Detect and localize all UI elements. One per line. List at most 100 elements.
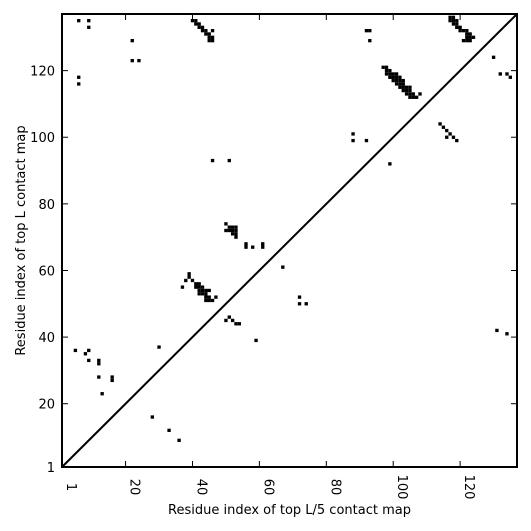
contact-point: [448, 19, 452, 23]
contact-point: [204, 298, 208, 303]
x-tick-label: 100: [394, 475, 409, 500]
contact-point: [401, 88, 405, 93]
contact-point: [234, 232, 238, 236]
contact-point: [364, 28, 369, 33]
contact-point: [388, 75, 392, 79]
contact-point: [204, 292, 208, 296]
contact-point: [408, 85, 412, 89]
contact-point: [97, 362, 101, 366]
y-tick-label: 40: [38, 331, 55, 346]
y-tick-label: 1: [47, 461, 55, 476]
contact-point: [398, 78, 402, 83]
contact-point: [261, 245, 265, 249]
x-tick-label: 40: [193, 479, 208, 496]
contact-point: [83, 352, 88, 356]
contact-point: [451, 15, 456, 19]
contact-point: [204, 295, 208, 299]
diagonal-line: [61, 13, 518, 468]
contact-point: [381, 65, 385, 69]
contact-point: [194, 19, 198, 23]
contact-point: [398, 85, 402, 89]
contact-point: [200, 25, 205, 29]
contact-point: [204, 32, 208, 36]
contact-point: [281, 265, 285, 269]
contact-point: [204, 288, 208, 293]
contact-point: [130, 38, 134, 43]
contact-point: [465, 28, 469, 33]
contact-point: [384, 68, 389, 73]
contact-point: [391, 75, 395, 79]
contact-point: [244, 242, 248, 246]
contact-point: [227, 225, 231, 229]
contact-point: [207, 38, 211, 43]
contact-point: [304, 302, 308, 306]
contact-point: [184, 278, 188, 283]
contact-point: [408, 88, 412, 93]
contact-point: [418, 92, 422, 96]
contact-point: [194, 282, 198, 286]
contact-point: [200, 292, 205, 296]
contact-point: [297, 295, 302, 299]
contact-point: [364, 138, 369, 143]
contact-point: [451, 135, 456, 139]
contact-point: [391, 72, 395, 76]
contact-point: [465, 32, 469, 36]
y-tick-label: 100: [30, 131, 55, 146]
contact-point: [458, 25, 462, 29]
contact-point: [157, 345, 161, 349]
y-tick-label: 80: [38, 198, 55, 213]
contact-point: [404, 88, 409, 93]
contact-point: [394, 72, 399, 76]
contact-point: [197, 22, 201, 26]
contact-point: [207, 295, 211, 299]
contact-point: [177, 438, 181, 443]
x-axis-title: Residue index of top L/5 contact map: [168, 503, 411, 518]
contact-point: [210, 158, 215, 163]
contact-point: [234, 228, 238, 233]
contact-point: [455, 22, 459, 26]
contact-point: [414, 95, 419, 99]
contact-point: [207, 35, 211, 39]
contact-point: [455, 19, 459, 23]
contact-point: [465, 38, 469, 43]
contact-point: [351, 132, 355, 136]
contact-point: [404, 85, 409, 89]
contact-point: [404, 92, 409, 96]
contact-point: [401, 78, 405, 83]
contact-point: [190, 19, 195, 23]
contact-point: [210, 298, 215, 303]
contact-point: [451, 22, 456, 26]
contact-point: [207, 288, 211, 293]
contact-point: [468, 38, 472, 43]
contact-point: [384, 72, 389, 76]
contact-point: [388, 72, 392, 76]
contact-point: [498, 72, 502, 76]
contact-point: [210, 28, 215, 33]
contact-point: [97, 358, 101, 363]
contact-point: [224, 228, 228, 233]
contact-point: [230, 318, 235, 323]
contact-point: [200, 285, 205, 289]
contact-point: [187, 275, 191, 279]
contact-point: [254, 338, 258, 343]
contact-point: [210, 38, 215, 43]
contact-point: [137, 58, 141, 63]
contact-point: [87, 25, 91, 29]
contact-point: [461, 28, 466, 33]
contact-point: [97, 375, 101, 379]
contact-point: [200, 288, 205, 293]
y-tick-label: 20: [38, 398, 55, 413]
contact-point: [207, 32, 211, 36]
x-tick-label: 20: [127, 479, 142, 496]
contact-point: [110, 375, 114, 379]
contact-point: [150, 415, 155, 419]
contact-point: [230, 225, 235, 229]
contact-point: [224, 222, 228, 226]
contact-point: [458, 28, 462, 33]
contact-point: [468, 35, 472, 39]
contact-point: [297, 302, 302, 306]
contact-point: [187, 272, 191, 276]
contact-point: [73, 348, 78, 353]
